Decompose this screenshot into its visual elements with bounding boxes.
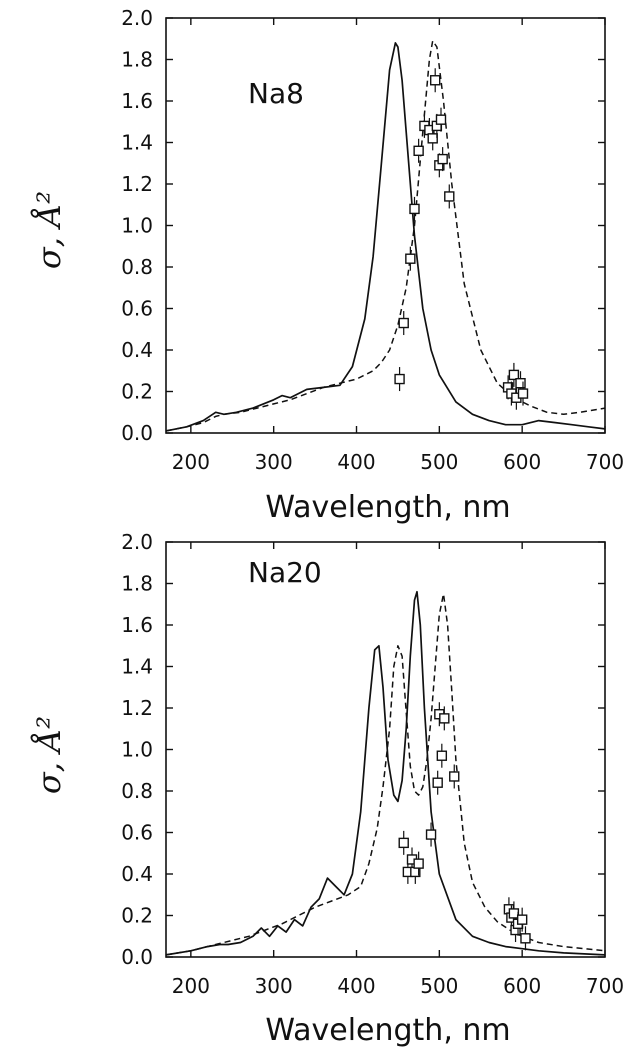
- y-axis-title-na20: σ, Å²: [30, 716, 68, 794]
- x-tick-label-na8: 300: [255, 450, 293, 474]
- y-tick-label-na8: 0.8: [121, 255, 153, 279]
- y-tick-label-na8: 2.0: [121, 6, 153, 30]
- y-tick-label-na20: 1.4: [121, 655, 153, 679]
- y-tick-label-na20: 1.8: [121, 572, 153, 596]
- x-tick-label-na20: 300: [255, 974, 293, 998]
- data-point-na8: [409, 203, 420, 215]
- data-point-na20: [432, 777, 443, 788]
- data-point-na20: [520, 933, 531, 944]
- plot-frame-na8: [165, 17, 606, 434]
- data-point-na8: [444, 191, 455, 202]
- y-tick-label-na20: 1.6: [121, 613, 153, 637]
- data-point-na8: [429, 75, 441, 86]
- y-tick-label-na8: 1.8: [121, 48, 153, 72]
- x-axis-title-na8: Wavelength, nm: [265, 490, 510, 525]
- data-point-na8: [437, 153, 448, 165]
- plot-frame-na20: [165, 541, 606, 958]
- y-tick-label-na20: 0.8: [121, 779, 153, 803]
- y-tick-label-na20: 0.0: [121, 945, 153, 969]
- data-point-na8: [413, 145, 424, 157]
- y-axis-title-na8: σ, Å²: [30, 191, 68, 269]
- x-tick-label-na20: 500: [420, 974, 458, 998]
- solid-curve-na8: [165, 42, 606, 432]
- dashed-curve-na20: [165, 593, 606, 956]
- x-tick-label-na20: 700: [586, 974, 624, 998]
- y-tick-label-na8: 0.4: [121, 338, 153, 362]
- data-point-na20: [449, 771, 460, 782]
- x-tick-label-na8: 700: [586, 450, 624, 474]
- panel-label-na8: Na8: [248, 77, 304, 110]
- y-tick-label-na8: 1.6: [121, 89, 153, 113]
- x-tick-label-na20: 600: [503, 974, 541, 998]
- data-point-na8: [435, 114, 447, 125]
- x-tick-label-na20: 400: [337, 974, 375, 998]
- y-tick-label-na20: 0.2: [121, 904, 153, 928]
- data-point-na8: [515, 378, 526, 389]
- data-point-na8: [405, 253, 416, 264]
- data-point-na8: [394, 373, 405, 385]
- data-point-na8: [517, 388, 529, 399]
- data-point-na8: [427, 133, 438, 144]
- y-tick-label-na8: 0.6: [121, 297, 153, 321]
- data-point-na20: [413, 858, 424, 869]
- x-tick-label-na8: 400: [337, 450, 375, 474]
- data-point-na20: [436, 750, 448, 761]
- data-point-na8: [398, 317, 409, 329]
- y-tick-label-na20: 1.0: [121, 738, 153, 762]
- y-tick-label-na20: 2.0: [121, 530, 153, 554]
- y-tick-label-na20: 0.6: [121, 821, 153, 845]
- data-point-na8: [508, 369, 520, 381]
- panel-label-na20: Na20: [248, 556, 322, 589]
- na8-panel: Na8 Wavelength, nm σ, Å² 0.0 0.2 0.4 0.6 0.8…: [30, 6, 624, 525]
- x-tick-label-na20: 200: [172, 974, 210, 998]
- dashed-curve-na8: [165, 40, 606, 432]
- x-tick-label-na8: 200: [172, 450, 210, 474]
- x-tick-label-na8: 600: [503, 450, 541, 474]
- y-tick-label-na8: 1.4: [121, 131, 153, 155]
- y-tick-label-na20: 0.4: [121, 862, 153, 886]
- na20-panel: Na20 Wavelength, nm σ, Å² 0.0 0.2 0.4 0.6 0.…: [30, 530, 624, 1048]
- x-tick-label-na8: 500: [420, 450, 458, 474]
- data-point-na20: [516, 914, 528, 925]
- data-point-na20: [398, 837, 409, 849]
- y-tick-label-na20: 1.2: [121, 696, 153, 720]
- x-axis-title-na20: Wavelength, nm: [265, 1013, 510, 1048]
- y-tick-label-na8: 1.2: [121, 172, 153, 196]
- y-tick-label-na8: 0.2: [121, 380, 153, 404]
- y-tick-label-na8: 1.0: [121, 214, 153, 238]
- y-tick-label-na8: 0.0: [121, 421, 153, 445]
- data-point-na20: [425, 829, 437, 840]
- solid-curve-na20: [165, 590, 606, 956]
- data-point-na20: [439, 713, 450, 724]
